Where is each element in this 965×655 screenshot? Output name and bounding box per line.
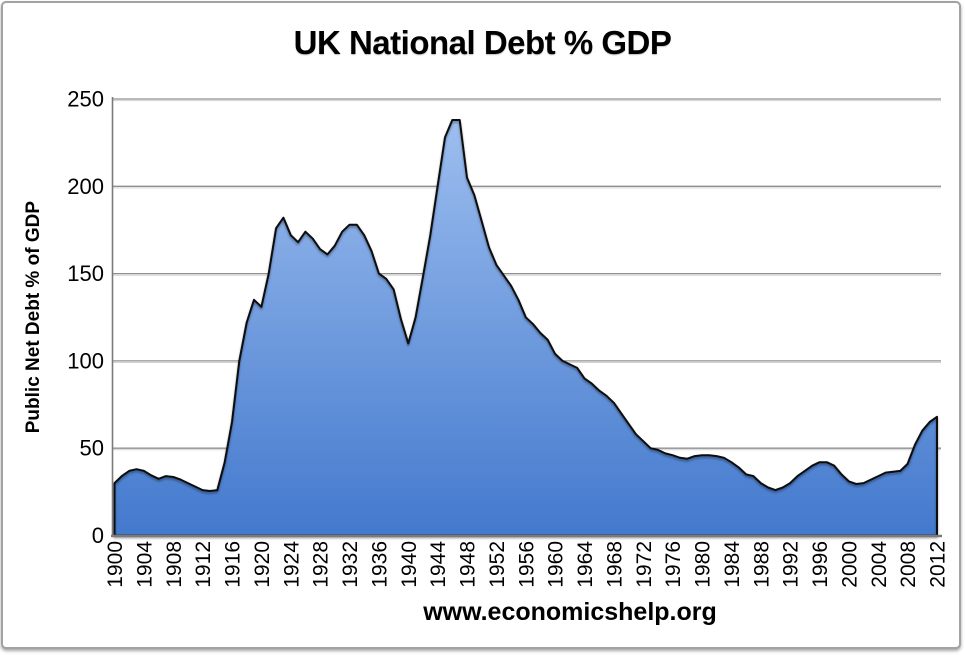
x-tick-label: 1908 xyxy=(163,541,186,588)
x-tick-label: 1988 xyxy=(750,541,773,588)
x-tick-label: 1972 xyxy=(633,541,656,588)
x-tick-label: 1900 xyxy=(104,541,127,588)
x-tick-label: 2012 xyxy=(927,541,950,588)
x-tick-label: 1960 xyxy=(545,541,568,588)
x-tick-label: 1980 xyxy=(692,541,715,588)
x-tick-label: 1976 xyxy=(662,541,685,588)
x-tick-label: 2008 xyxy=(897,541,920,588)
y-axis-labels: 0 50 100 150 200 250 xyxy=(67,87,104,549)
chart-title: UK National Debt % GDP xyxy=(293,24,672,61)
x-tick-label: 1984 xyxy=(721,541,744,588)
watermark-text: www.economicshelp.org xyxy=(423,598,717,626)
x-tick-label: 1968 xyxy=(603,541,626,588)
x-tick-label: 2000 xyxy=(838,541,861,588)
y-tick-label: 250 xyxy=(67,87,104,112)
x-tick-label: 1916 xyxy=(222,541,245,588)
x-tick-label: 1932 xyxy=(339,541,362,588)
axes xyxy=(111,97,942,538)
x-tick-label: 1924 xyxy=(280,541,303,588)
x-tick-label: 1928 xyxy=(310,541,333,588)
debt-area-series xyxy=(113,119,938,537)
x-tick-label: 1936 xyxy=(368,541,391,588)
y-tick-label: 0 xyxy=(92,523,104,548)
x-tick-label: 2004 xyxy=(868,541,891,588)
x-tick-label: 1992 xyxy=(780,541,803,588)
x-tick-label: 1940 xyxy=(398,541,421,588)
y-tick-label: 150 xyxy=(67,261,104,286)
x-tick-label: 1964 xyxy=(574,541,597,588)
x-tick-label: 1996 xyxy=(809,541,832,588)
x-tick-label: 1956 xyxy=(515,541,538,588)
x-tick-label: 1952 xyxy=(486,541,509,588)
x-tick-label: 1920 xyxy=(251,541,274,588)
x-tick-label: 1948 xyxy=(457,541,480,588)
y-tick-label: 50 xyxy=(80,436,104,461)
x-axis-labels: 1900 1904 1908 1912 1916 1920 1924 1928 1932 1936… xyxy=(104,541,950,588)
x-tick-label: 1904 xyxy=(133,541,156,588)
x-tick-label: 1944 xyxy=(427,541,450,588)
y-tick-label: 100 xyxy=(67,348,104,373)
y-tick-label: 200 xyxy=(67,174,104,199)
x-tick-label: 1912 xyxy=(192,541,215,588)
